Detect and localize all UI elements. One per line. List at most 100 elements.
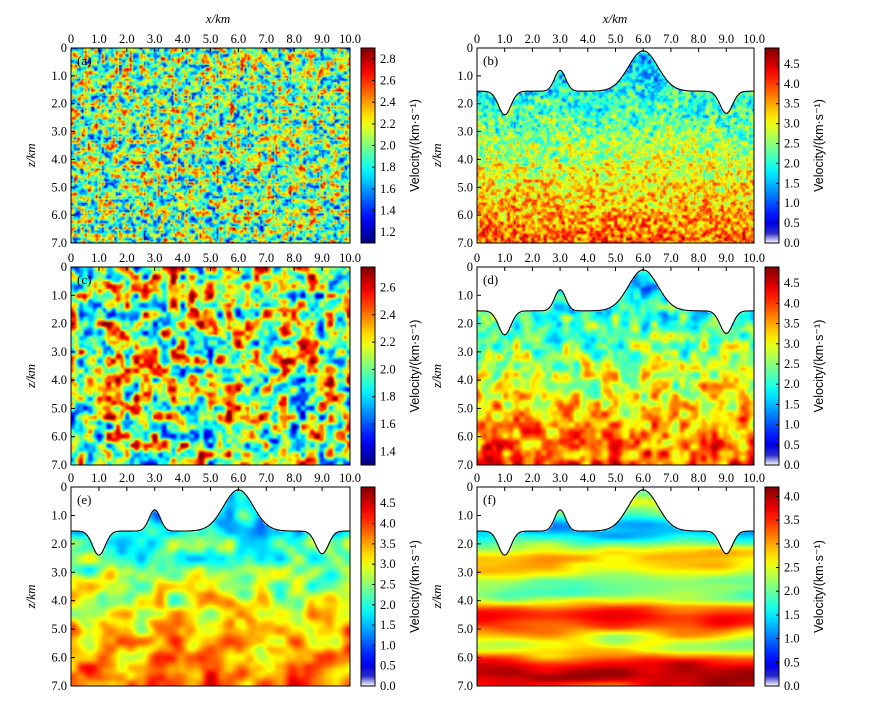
panel-b: (b)0 1.0 2.0 3.0 4.0 5.0 6.0 7.0 8.0 9.0 10.001.02… <box>429 32 826 250</box>
colorbar-gradient-d <box>764 266 780 466</box>
colorbar-tick-label-c: 1.8 <box>380 390 396 404</box>
y-tick-label-c: 6.0 <box>51 430 67 444</box>
y-axis-title-e: z/km <box>23 585 38 610</box>
x-tick-label-e: 0 <box>68 471 74 485</box>
x-axis-title-left: x/km <box>205 11 231 26</box>
x-tick-label-b: 7.0 <box>663 32 679 46</box>
y-tick-label-f: 3.0 <box>457 565 473 579</box>
x-tick-label-f: 4.0 <box>580 471 596 485</box>
colorbar-tick-label-a: 1.6 <box>380 182 396 196</box>
x-tick-label-a: 5.0 <box>203 32 219 46</box>
y-tick-label-e: 0 <box>61 480 67 494</box>
y-tick-label-f: 0 <box>467 480 473 494</box>
colorbar-label-b: Velocity/(km·s⁻¹) <box>812 99 826 192</box>
heatmap-c <box>71 267 350 465</box>
y-tick-label-d: 5.0 <box>457 401 473 415</box>
y-axis-title-a: z/km <box>23 143 38 168</box>
x-tick-label-f: 7.0 <box>663 471 679 485</box>
x-tick-label-f: 9.0 <box>718 471 734 485</box>
x-tick-label-c: 7.0 <box>258 251 274 265</box>
x-tick-label-c: 6.0 <box>231 251 247 265</box>
colorbar-tick-label-d: 2.0 <box>784 377 800 391</box>
y-tick-label-e: 3.0 <box>51 565 67 579</box>
x-tick-label-d: 2.0 <box>525 251 541 265</box>
colorbar-tick-label-e: 3.5 <box>380 537 396 551</box>
x-tick-label-a: 9.0 <box>314 32 330 46</box>
colorbar-tick-label-b: 2.0 <box>784 156 800 170</box>
y-tick-label-f: 7.0 <box>457 679 473 693</box>
y-tick-label-f: 4.0 <box>457 594 473 608</box>
colorbar-gradient-b <box>764 47 780 244</box>
colorbar-tick-label-e: 4.0 <box>380 517 396 531</box>
x-tick-label-a: 7.0 <box>258 32 274 46</box>
colorbar-f: 0.0 0.5 1.0 1.5 2.0 2.5 3.0 3.5 4.0 Velocity/(km·… <box>764 486 826 693</box>
colorbar-tick-label-d: 3.5 <box>784 317 800 331</box>
heatmap-f <box>477 487 754 686</box>
colorbar-label-d: Velocity/(km·s⁻¹) <box>812 320 826 413</box>
colorbar-tick-label-a: 2.2 <box>380 117 396 131</box>
topography-line-e <box>71 489 350 556</box>
colorbar-tick-label-d: 3.0 <box>784 337 800 351</box>
y-tick-label-b: 6.0 <box>457 208 473 222</box>
colorbar-c: 1.4 1.6 1.8 2.0 2.2 2.4 2.6 Velocity/(km·s⁻¹) <box>360 266 422 466</box>
colorbar-tick-label-b: 4.5 <box>784 57 800 71</box>
y-tick-label-b: 0 <box>467 41 473 55</box>
y-tick-label-a: 3.0 <box>51 125 67 139</box>
y-tick-label-a: 2.0 <box>51 97 67 111</box>
colorbar-gradient-c <box>360 266 376 466</box>
x-tick-label-a: 1.0 <box>91 32 107 46</box>
x-tick-label-b: 9.0 <box>718 32 734 46</box>
colorbar-tick-label-e: 2.0 <box>380 598 396 612</box>
x-tick-label-a: 0 <box>68 32 74 46</box>
y-tick-label-c: 2.0 <box>51 317 67 331</box>
y-tick-label-d: 4.0 <box>457 373 473 387</box>
y-axis-title-d: z/km <box>429 364 444 389</box>
y-tick-label-a: 0 <box>61 41 67 55</box>
x-tick-label-a: 2.0 <box>119 32 135 46</box>
x-tick-label-b: 10.0 <box>743 32 765 46</box>
panel-label-e: (e) <box>77 492 91 507</box>
colorbar-tick-label-f: 2.5 <box>784 561 800 575</box>
colorbar-d: 0.0 0.5 1.0 1.5 2.0 2.5 3.0 3.5 4.0 4.5 Velocity/(… <box>764 266 826 472</box>
y-tick-label-f: 2.0 <box>457 537 473 551</box>
x-tick-label-b: 6.0 <box>635 32 651 46</box>
y-tick-label-a: 7.0 <box>51 236 67 250</box>
panel-label-c: (c) <box>77 272 91 287</box>
y-tick-label-d: 3.0 <box>457 345 473 359</box>
panel-c: (c)0 1.0 2.0 3.0 4.0 5.0 6.0 7.0 8.0 9.0 10.001.02… <box>23 251 422 472</box>
colorbar-tick-label-e: 4.5 <box>380 496 396 510</box>
x-tick-label-e: 9.0 <box>314 471 330 485</box>
colorbar-label-c: Velocity/(km·s⁻¹) <box>408 320 422 413</box>
colorbar-tick-label-c: 1.6 <box>380 417 396 431</box>
x-tick-label-d: 3.0 <box>552 251 568 265</box>
x-tick-label-f: 3.0 <box>552 471 568 485</box>
x-tick-label-c: 10.0 <box>339 251 361 265</box>
colorbar-gradient-e <box>360 486 376 687</box>
colorbar-tick-label-b: 1.0 <box>784 196 800 210</box>
colorbar-tick-label-a: 2.8 <box>380 52 396 66</box>
y-tick-label-c: 7.0 <box>51 458 67 472</box>
x-tick-label-e: 1.0 <box>91 471 107 485</box>
colorbar-tick-label-a: 1.4 <box>380 204 396 218</box>
panel-d: (d)0 1.0 2.0 3.0 4.0 5.0 6.0 7.0 8.0 9.0 10.001.02… <box>429 251 826 472</box>
y-tick-label-a: 1.0 <box>51 69 67 83</box>
colorbar-tick-label-f: 1.0 <box>784 632 800 646</box>
colorbar-tick-label-f: 1.5 <box>784 608 800 622</box>
colorbar-e: 0.0 0.5 1.0 1.5 2.0 2.5 3.0 3.5 4.0 4.5 Velocity/(… <box>360 486 422 693</box>
x-tick-label-d: 1.0 <box>497 251 513 265</box>
colorbar-b: 0.0 0.5 1.0 1.5 2.0 2.5 3.0 3.5 4.0 4.5 Velocity/(… <box>764 47 826 250</box>
y-tick-label-b: 5.0 <box>457 180 473 194</box>
colorbar-label-e: Velocity/(km·s⁻¹) <box>408 540 422 633</box>
colorbar-tick-label-d: 0.0 <box>784 458 800 472</box>
y-tick-label-d: 6.0 <box>457 430 473 444</box>
x-tick-label-f: 2.0 <box>525 471 541 485</box>
y-tick-label-c: 3.0 <box>51 345 67 359</box>
colorbar-tick-label-e: 1.0 <box>380 638 396 652</box>
x-tick-label-d: 4.0 <box>580 251 596 265</box>
x-tick-label-d: 0 <box>474 251 480 265</box>
x-tick-label-c: 3.0 <box>147 251 163 265</box>
x-tick-label-f: 10.0 <box>743 471 765 485</box>
y-tick-label-b: 4.0 <box>457 152 473 166</box>
heatmap-d <box>477 267 754 465</box>
y-tick-label-e: 7.0 <box>51 679 67 693</box>
